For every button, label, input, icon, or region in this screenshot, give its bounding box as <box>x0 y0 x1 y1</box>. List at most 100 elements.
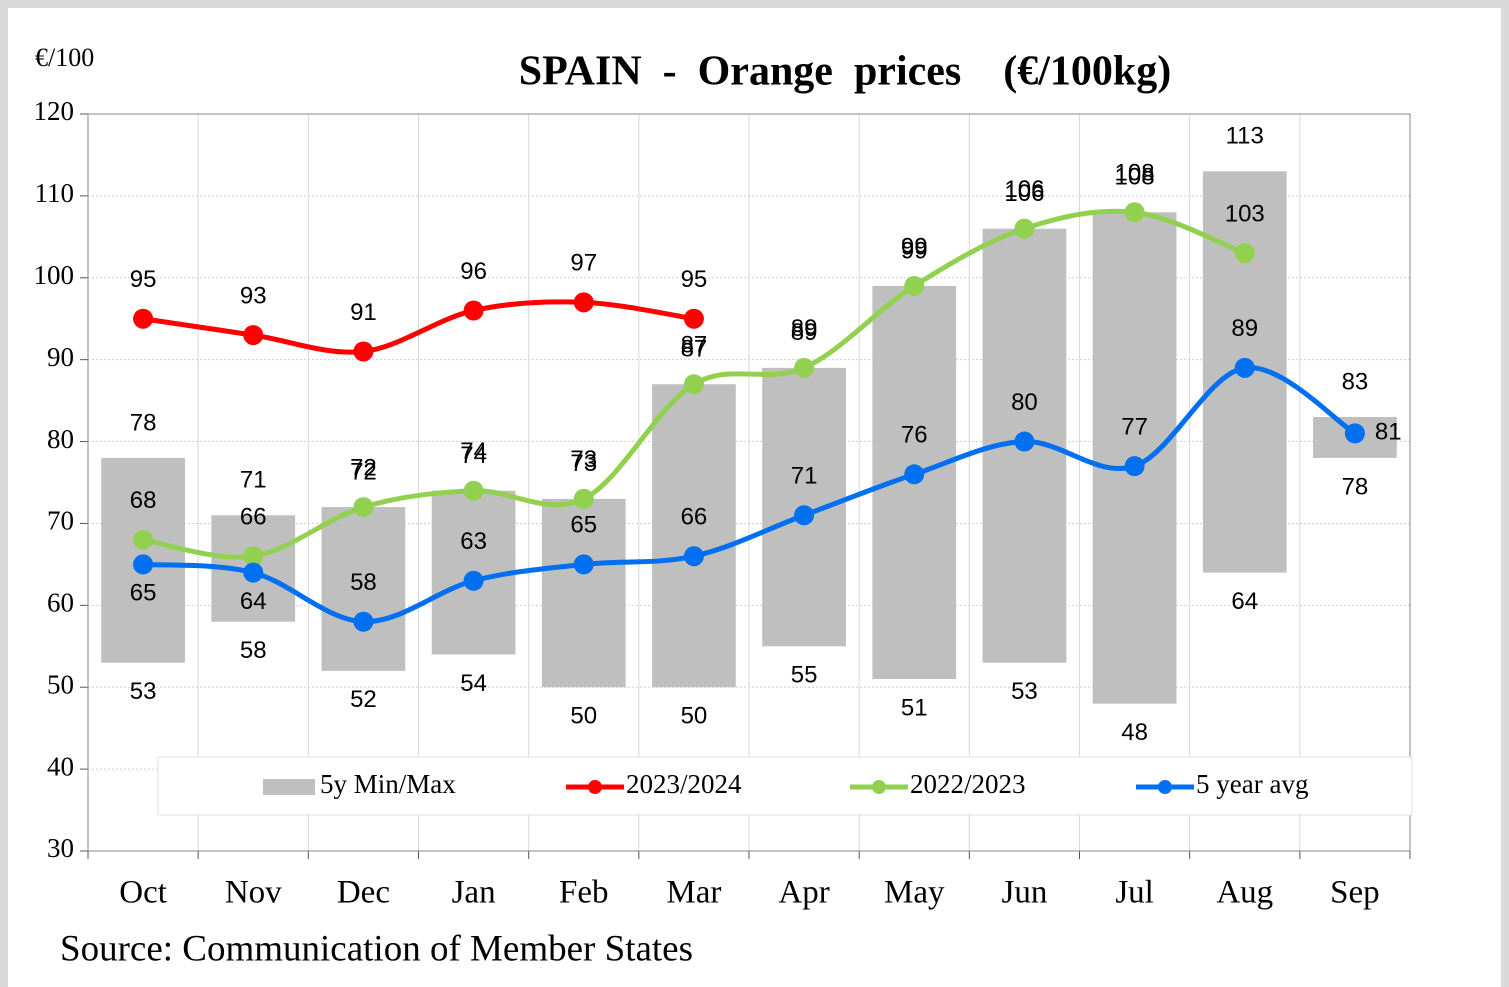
range-bar <box>321 507 406 671</box>
range-max-label: 74 <box>460 442 487 469</box>
y-tick-label: 80 <box>47 424 74 454</box>
range-min-label: 53 <box>130 678 157 705</box>
line-point <box>573 554 594 575</box>
range-min-label: 55 <box>791 662 818 689</box>
line-point <box>904 464 925 485</box>
range-min-label: 53 <box>1011 678 1038 705</box>
range-bar <box>652 384 736 688</box>
data-label: 66 <box>240 504 267 531</box>
line-point <box>573 292 594 313</box>
legend-marker <box>588 780 602 794</box>
data-label: 65 <box>570 512 597 539</box>
line-point <box>1124 456 1145 477</box>
x-tick-label: Aug <box>1216 875 1273 911</box>
line-point <box>353 611 374 632</box>
data-label: 80 <box>1011 389 1038 416</box>
line-point <box>1014 431 1035 452</box>
legend-marker <box>1158 780 1172 794</box>
data-label: 74 <box>460 438 487 465</box>
legend-label: 5 year avg <box>1196 769 1308 799</box>
y-tick-label: 120 <box>34 96 75 126</box>
range-min-label: 64 <box>1231 588 1258 615</box>
line-point <box>243 546 264 567</box>
range-min-label: 52 <box>350 686 377 713</box>
range-min-label: 78 <box>1342 473 1369 500</box>
line-point <box>683 374 704 395</box>
line-point <box>133 529 154 550</box>
x-tick-label: Apr <box>778 875 829 911</box>
x-tick-label: Sep <box>1330 875 1380 911</box>
legend-label: 2023/2024 <box>626 769 742 799</box>
range-max-label: 89 <box>791 319 818 346</box>
data-label: 97 <box>570 250 597 277</box>
data-label: 89 <box>1231 315 1258 342</box>
legend-label: 2022/2023 <box>910 769 1026 799</box>
line-point <box>243 325 264 346</box>
line-point <box>243 562 264 583</box>
range-max-label: 78 <box>130 409 157 436</box>
x-tick-label: Dec <box>337 875 390 911</box>
line-point <box>1344 423 1365 444</box>
line-point <box>683 546 704 567</box>
line-series <box>142 299 695 355</box>
data-label: 76 <box>901 422 928 449</box>
data-label: 103 <box>1225 201 1265 228</box>
range-max-label: 83 <box>1342 368 1369 395</box>
x-tick-label: Jun <box>1001 875 1047 911</box>
range-min-label: 48 <box>1121 719 1148 746</box>
line-series <box>142 365 1357 625</box>
data-label: 96 <box>460 258 487 285</box>
line-point <box>904 275 925 296</box>
line-point <box>463 570 484 591</box>
line-point <box>353 341 374 362</box>
range-min-label: 58 <box>240 637 267 664</box>
data-label: 58 <box>350 569 377 596</box>
line-point <box>1124 202 1145 223</box>
line-point <box>353 497 374 518</box>
line-point <box>1014 218 1035 239</box>
data-label: 71 <box>791 463 818 490</box>
y-tick-label: 110 <box>35 178 75 208</box>
line-point <box>463 300 484 321</box>
range-min-label: 50 <box>681 703 708 730</box>
line-point <box>463 480 484 501</box>
legend-marker <box>872 780 886 794</box>
data-label: 99 <box>901 233 928 260</box>
range-max-label: 106 <box>1004 180 1044 207</box>
x-tick-label: May <box>884 875 945 911</box>
data-label: 106 <box>1004 176 1044 203</box>
data-label: 64 <box>240 588 267 615</box>
range-max-label: 108 <box>1115 164 1155 191</box>
data-label: 89 <box>791 315 818 342</box>
y-tick-label: 70 <box>47 506 74 536</box>
x-tick-label: Jan <box>452 875 496 911</box>
range-max-label: 71 <box>240 467 267 494</box>
data-label: 65 <box>130 580 157 607</box>
range-bar <box>541 498 626 688</box>
range-max-label: 73 <box>570 450 597 477</box>
range-min-label: 54 <box>460 670 487 697</box>
y-tick-label: 100 <box>34 260 75 290</box>
x-tick-label: Nov <box>225 875 282 911</box>
data-label: 93 <box>240 282 267 309</box>
x-tick-label: Oct <box>119 875 167 911</box>
legend-box <box>157 756 1413 816</box>
data-label: 95 <box>681 266 708 293</box>
data-label: 68 <box>130 487 157 514</box>
line-point <box>1234 243 1255 264</box>
y-tick-label: 40 <box>47 751 74 781</box>
data-label: 87 <box>681 332 708 359</box>
range-max-label: 72 <box>350 458 377 485</box>
range-max-label: 87 <box>681 336 708 363</box>
data-label: 73 <box>570 446 597 473</box>
line-point <box>133 554 154 575</box>
y-tick-label: 90 <box>47 342 74 372</box>
line-point <box>794 357 815 378</box>
range-min-label: 51 <box>901 694 928 721</box>
line-point <box>133 308 154 329</box>
legend-label: 5y Min/Max <box>320 769 456 799</box>
source-note: Source: Communication of Member States <box>60 928 693 969</box>
y-tick-label: 30 <box>47 833 74 863</box>
